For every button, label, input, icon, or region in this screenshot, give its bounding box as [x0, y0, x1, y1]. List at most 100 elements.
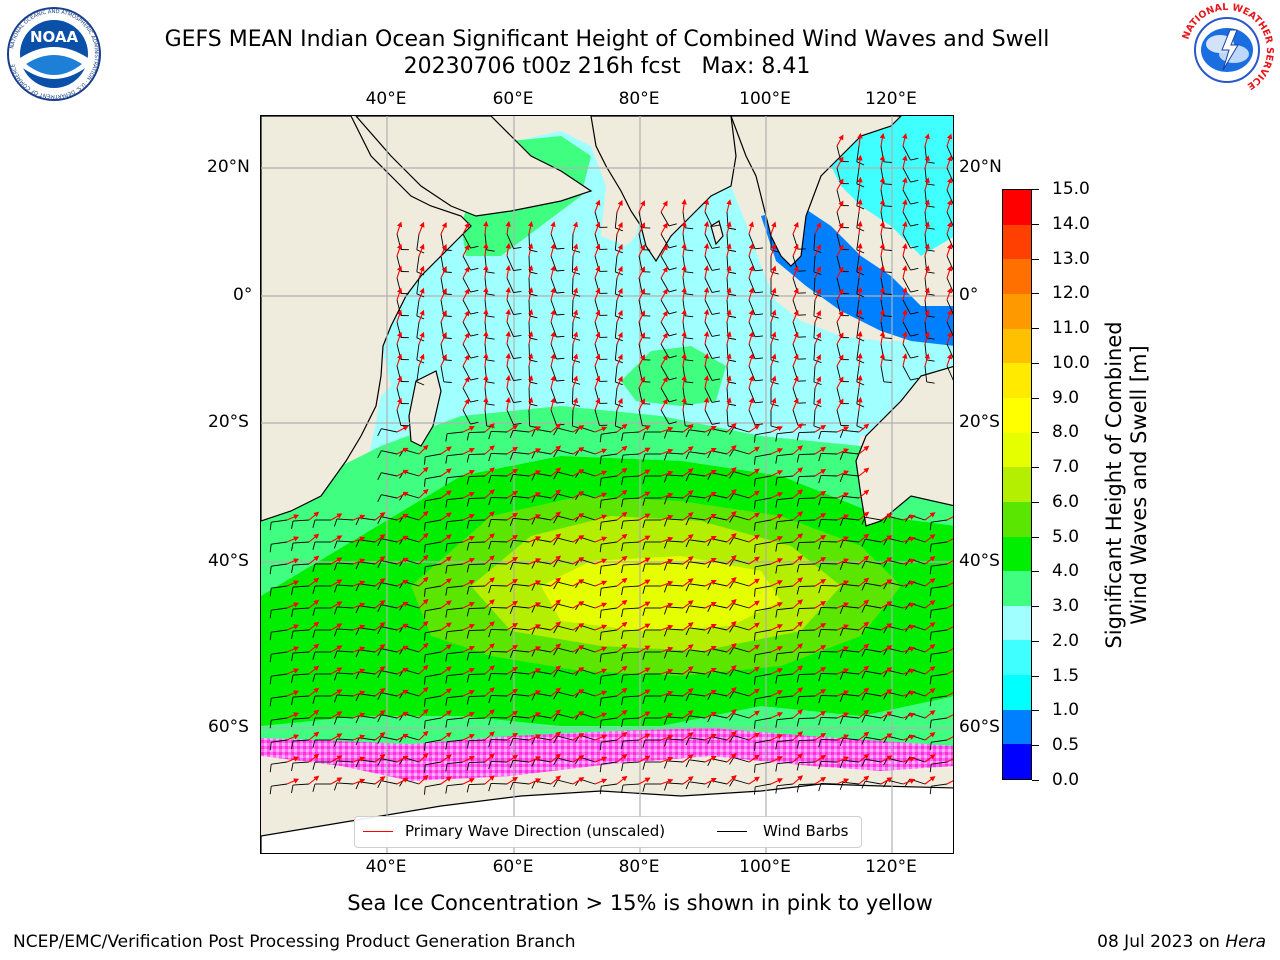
wind-barb — [506, 233, 514, 249]
colorbar-segment — [1003, 224, 1031, 260]
wave-direction-arrowhead — [468, 690, 475, 695]
wind-barb — [381, 516, 398, 521]
wind-barb — [902, 277, 911, 293]
wind-barb-feather — [556, 291, 565, 294]
wind-barb-feather — [685, 381, 694, 384]
wind-barb — [416, 321, 420, 338]
wind-barb-feather — [269, 588, 272, 597]
wind-barb-feather — [513, 312, 522, 316]
wind-barb-feather — [796, 432, 800, 441]
wind-barb — [447, 739, 464, 743]
wind-barb-feather — [685, 715, 690, 724]
wind-barb-feather — [861, 627, 866, 635]
colorbar-tick-label: 13.0 — [1052, 248, 1090, 269]
wave-direction-arrowhead — [445, 556, 452, 562]
wave-direction-arrowhead — [601, 712, 608, 718]
wind-barb-feather — [711, 224, 720, 227]
wind-barb-feather — [954, 225, 955, 226]
wind-barb — [733, 713, 750, 719]
colorbar-segment — [1003, 432, 1031, 468]
wind-barb — [447, 783, 464, 787]
wind-barb-feather — [754, 544, 756, 553]
wind-barb-feather — [796, 652, 800, 661]
wave-direction-arrowhead — [464, 310, 470, 317]
colorbar-tick-mark — [1032, 397, 1039, 399]
wind-barb-feather — [754, 698, 756, 707]
wave-direction-arrowhead — [468, 448, 475, 453]
wind-barb-feather — [707, 714, 712, 723]
wind-barb-feather — [377, 648, 382, 657]
lat-label-right-40s: 40°S — [959, 551, 1000, 571]
wind-barb-feather — [668, 223, 677, 227]
wind-barb — [946, 233, 953, 249]
wind-barb-feather — [707, 626, 712, 635]
wind-barb — [704, 343, 713, 359]
wind-barb — [777, 497, 794, 501]
wind-barb — [292, 783, 310, 786]
wind-barb-feather — [861, 649, 866, 657]
wave-direction-arrowhead — [640, 376, 645, 383]
wind-barb-feather — [642, 475, 646, 484]
wind-barb-feather — [754, 423, 763, 426]
wave-direction-arrowhead — [797, 489, 804, 495]
wave-direction-arrowhead — [621, 599, 628, 606]
graticule — [261, 116, 953, 853]
wind-barb — [336, 650, 354, 653]
wave-direction-arrowhead — [535, 536, 542, 542]
wave-direction-arrowhead — [909, 514, 916, 520]
wind-barb-feather — [486, 293, 495, 296]
wind-barb-feather — [513, 246, 522, 250]
wave-direction-arrowhead — [572, 287, 578, 294]
wave-direction-arrowhead — [946, 177, 953, 184]
wind-barb-feather — [929, 632, 932, 641]
wave-direction-arrow — [946, 736, 953, 741]
wave-direction-arrowhead — [512, 754, 519, 760]
wind-barb-feather — [312, 585, 316, 594]
wind-barb-feather — [926, 271, 935, 274]
wave-direction-arrowhead — [489, 577, 495, 583]
wave-direction-arrowhead — [468, 712, 475, 717]
wind-barb-feather — [599, 742, 602, 751]
wind-barb-feather — [488, 695, 492, 704]
wind-barb-feather — [685, 249, 694, 252]
wind-barb-feather — [796, 784, 800, 793]
wind-barb-feather — [707, 472, 712, 481]
wave-direction-arrowhead — [419, 265, 425, 272]
wave-direction-arrowhead — [483, 264, 489, 271]
wind-barb-feather — [333, 782, 338, 791]
wind-barb — [726, 409, 729, 427]
wave-direction-arrowhead — [419, 309, 425, 316]
wave-direction-arrowhead — [748, 375, 754, 382]
wave-direction-arrowhead — [644, 645, 651, 651]
wave-direction-arrowhead — [703, 353, 710, 359]
wind-barb-feather — [728, 249, 737, 252]
wave-direction-arrowhead — [512, 578, 519, 584]
wind-barb-feather — [466, 630, 470, 639]
wind-barb — [820, 782, 838, 785]
wind-barb — [271, 585, 288, 589]
wind-barb-feather — [770, 271, 779, 275]
wind-barb — [381, 582, 398, 587]
wave-direction-arrowhead — [621, 731, 628, 738]
wave-direction-arrowhead — [667, 558, 674, 564]
wave-direction-arrowhead — [505, 374, 511, 381]
colorbar-tick-label: 8.0 — [1052, 422, 1080, 443]
wind-barb — [484, 409, 488, 426]
wind-barb-feather — [729, 515, 734, 523]
wind-barb-feather — [424, 522, 426, 531]
wave-direction-arrowhead — [667, 712, 674, 718]
wind-barb-feather — [488, 497, 492, 506]
wave-direction-arrowhead — [621, 423, 628, 430]
lon-label-bottom-80e: 80°E — [618, 857, 660, 877]
wind-barb-feather — [796, 740, 800, 749]
wave-direction-arrowhead — [902, 243, 908, 249]
wave-direction-arrowhead — [902, 309, 908, 315]
wind-barb — [468, 783, 486, 786]
wave-direction-arrowhead — [838, 178, 844, 185]
wind-barb-feather — [856, 227, 865, 232]
colorbar-tick-label: 0.5 — [1052, 735, 1080, 756]
colorbar-segment — [1003, 501, 1031, 537]
wind-barb-feather — [553, 493, 558, 502]
wind-barb — [689, 451, 706, 455]
wave-direction-arrowhead — [667, 778, 674, 784]
